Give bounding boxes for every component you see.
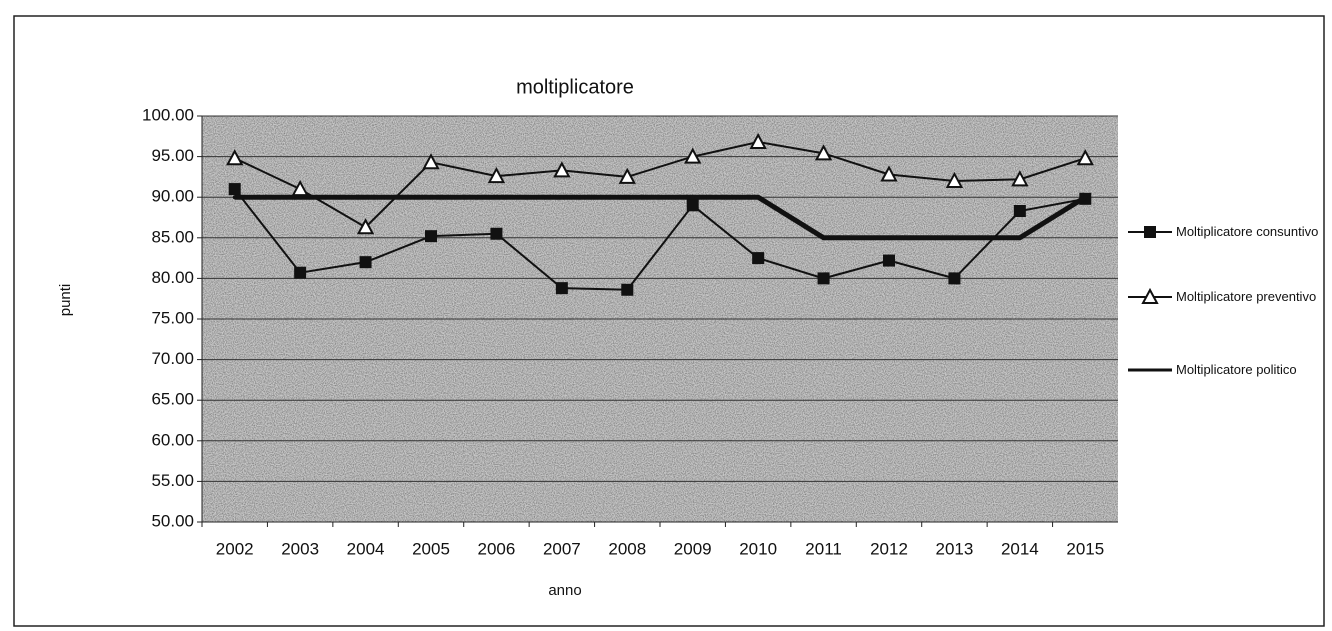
plot: 50.00 55.00 60.00 65.00 70.00 75.00 80.00 85.00… <box>142 105 1118 558</box>
y-tick-label: 60.00 <box>151 430 194 449</box>
data-point <box>817 272 830 285</box>
y-tick-label: 100.00 <box>142 105 194 124</box>
data-point <box>945 171 964 188</box>
data-point <box>425 230 437 243</box>
x-tick-label: 2006 <box>478 539 516 558</box>
x-tick-label: 2008 <box>608 539 646 558</box>
data-point <box>553 161 571 178</box>
data-point <box>228 183 241 196</box>
data-point <box>1083 195 1088 200</box>
x-tick-label: 2014 <box>1001 539 1039 558</box>
data-point <box>226 149 244 166</box>
y-tick-label: 55.00 <box>151 471 194 490</box>
frame <box>13 15 1325 627</box>
y-tick-label: 70.00 <box>151 349 194 368</box>
data-point <box>294 266 307 279</box>
data-point <box>752 252 765 265</box>
data-point <box>684 147 702 164</box>
x-tick-label: 2009 <box>674 539 712 558</box>
legend-label: Moltiplicatore consuntivo <box>1176 224 1319 239</box>
series-line <box>233 188 1086 291</box>
data-point <box>621 283 634 296</box>
data-point <box>1011 170 1029 187</box>
data-point <box>232 195 237 200</box>
data-point <box>1017 235 1022 240</box>
x-tick-label: 2011 <box>805 539 842 558</box>
data-point <box>359 256 372 269</box>
data-point <box>356 218 375 235</box>
data-point <box>814 144 833 161</box>
data-point <box>429 195 433 200</box>
x-tick-label: 2002 <box>216 539 254 558</box>
data-point <box>490 227 503 240</box>
data-point <box>298 195 303 200</box>
data-point <box>821 235 826 240</box>
legend-marker <box>1141 287 1159 304</box>
y-tick-label: 50.00 <box>151 511 194 530</box>
data-point <box>948 272 961 285</box>
data-point <box>1013 205 1026 218</box>
data-point <box>952 235 957 240</box>
x-tick-label: 2010 <box>739 539 777 558</box>
data-point <box>494 195 499 200</box>
data-point <box>363 195 368 200</box>
legend-label: Moltiplicatore preventivo <box>1176 289 1317 304</box>
data-point <box>756 195 761 200</box>
y-tick-label: 80.00 <box>151 268 194 287</box>
x-tick-label: 2005 <box>412 539 450 558</box>
data-point <box>555 282 568 295</box>
x-tick-label: 2015 <box>1066 539 1104 558</box>
data-point <box>686 199 699 212</box>
x-tick-label: 2007 <box>543 539 581 558</box>
y-tick-label: 75.00 <box>151 308 194 327</box>
data-point <box>749 132 767 149</box>
x-tick-label: 2004 <box>347 539 385 558</box>
x-tick-label: 2013 <box>936 539 974 558</box>
y-tick-label: 85.00 <box>151 227 194 246</box>
data-point <box>690 195 695 200</box>
data-point <box>883 254 895 267</box>
data-point <box>880 165 898 182</box>
x-tick-label: 2012 <box>870 539 908 558</box>
data-point <box>422 153 440 170</box>
y-tick-label: 90.00 <box>151 187 194 206</box>
x-tick-label: 2003 <box>281 539 319 558</box>
legend-marker <box>1144 226 1156 238</box>
series-line <box>234 194 1087 241</box>
series-line <box>234 140 1086 229</box>
y-tick-label: 95.00 <box>151 146 194 165</box>
data-point <box>487 166 506 184</box>
legend-label: Moltiplicatore politico <box>1176 362 1297 377</box>
data-point <box>887 235 891 240</box>
data-point <box>618 167 636 184</box>
y-axis-label: punti <box>57 284 74 317</box>
y-tick-label: 65.00 <box>151 390 194 409</box>
data-point <box>625 195 630 200</box>
chart-title: moltiplicatore <box>516 76 634 98</box>
x-axis-label: anno <box>548 582 581 599</box>
data-point <box>559 195 564 200</box>
data-point <box>1076 149 1094 166</box>
